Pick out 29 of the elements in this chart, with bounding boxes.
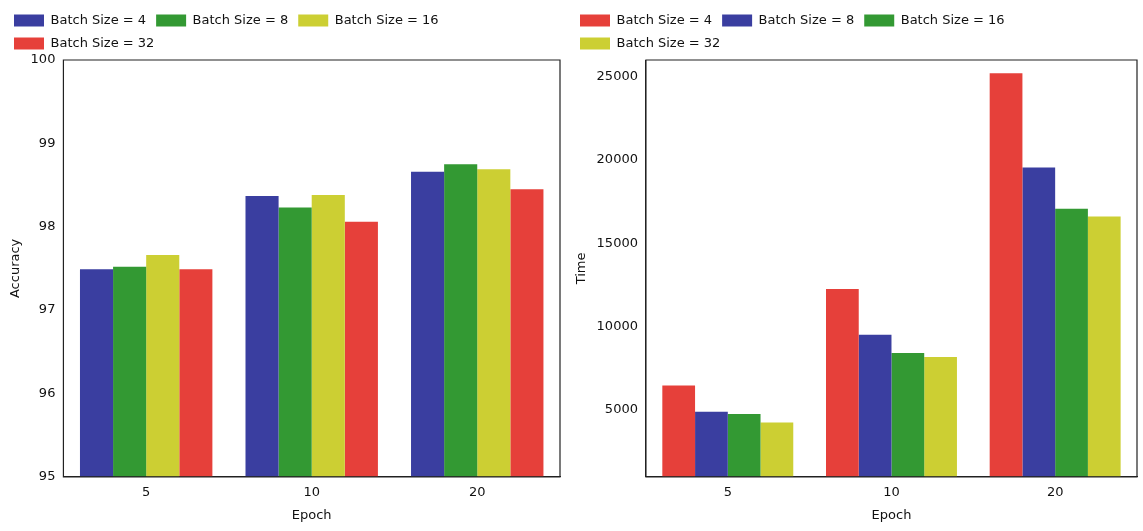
legend-label: Batch Size = 32 bbox=[616, 34, 721, 50]
y-tick-label: 100 bbox=[30, 51, 56, 67]
y-tick-label: 25000 bbox=[596, 68, 638, 84]
y-axis-title: Accuracy bbox=[7, 238, 23, 299]
y-tick-label: 96 bbox=[38, 384, 56, 400]
legend-label: Batch Size = 4 bbox=[616, 11, 713, 27]
legend-label: Batch Size = 32 bbox=[50, 34, 155, 50]
legend-label: Batch Size = 16 bbox=[334, 11, 439, 27]
x-tick-label: 5 bbox=[723, 483, 732, 499]
y-tick-label: 15000 bbox=[596, 234, 638, 250]
x-tick-label: 20 bbox=[1046, 483, 1064, 499]
x-tick-label: 10 bbox=[883, 483, 900, 499]
x-tick-label: 10 bbox=[303, 483, 320, 499]
y-tick-label: 95 bbox=[38, 468, 56, 484]
x-axis-title: Epoch bbox=[291, 506, 332, 522]
y-tick-label: 5000 bbox=[604, 401, 638, 417]
legend-label: Batch Size = 8 bbox=[758, 11, 855, 27]
y-tick-label: 99 bbox=[38, 134, 56, 150]
y-tick-label: 98 bbox=[38, 218, 56, 234]
y-tick-label: 97 bbox=[38, 301, 56, 317]
x-axis-title: Epoch bbox=[871, 506, 912, 522]
legend-label: Batch Size = 4 bbox=[50, 11, 147, 27]
y-axis-title: Time bbox=[573, 252, 589, 286]
x-tick-label: 5 bbox=[142, 483, 151, 499]
legend-label: Batch Size = 8 bbox=[192, 11, 289, 27]
legend-label: Batch Size = 16 bbox=[900, 11, 1005, 27]
y-tick-label: 10000 bbox=[596, 318, 638, 334]
y-tick-label: 20000 bbox=[596, 151, 638, 167]
x-tick-label: 20 bbox=[468, 483, 486, 499]
